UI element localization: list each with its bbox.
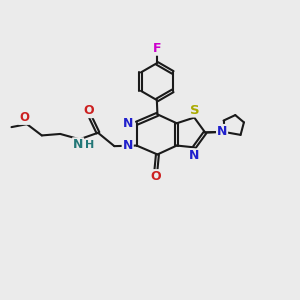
Text: N: N (122, 117, 133, 130)
Text: N: N (217, 125, 227, 138)
Text: N: N (189, 149, 200, 162)
Text: O: O (84, 104, 94, 117)
Text: N: N (122, 139, 133, 152)
Text: F: F (153, 42, 161, 55)
Text: O: O (151, 170, 161, 183)
Text: O: O (19, 111, 29, 124)
Text: H: H (85, 140, 94, 150)
Text: S: S (190, 103, 200, 117)
Text: N: N (73, 138, 83, 151)
